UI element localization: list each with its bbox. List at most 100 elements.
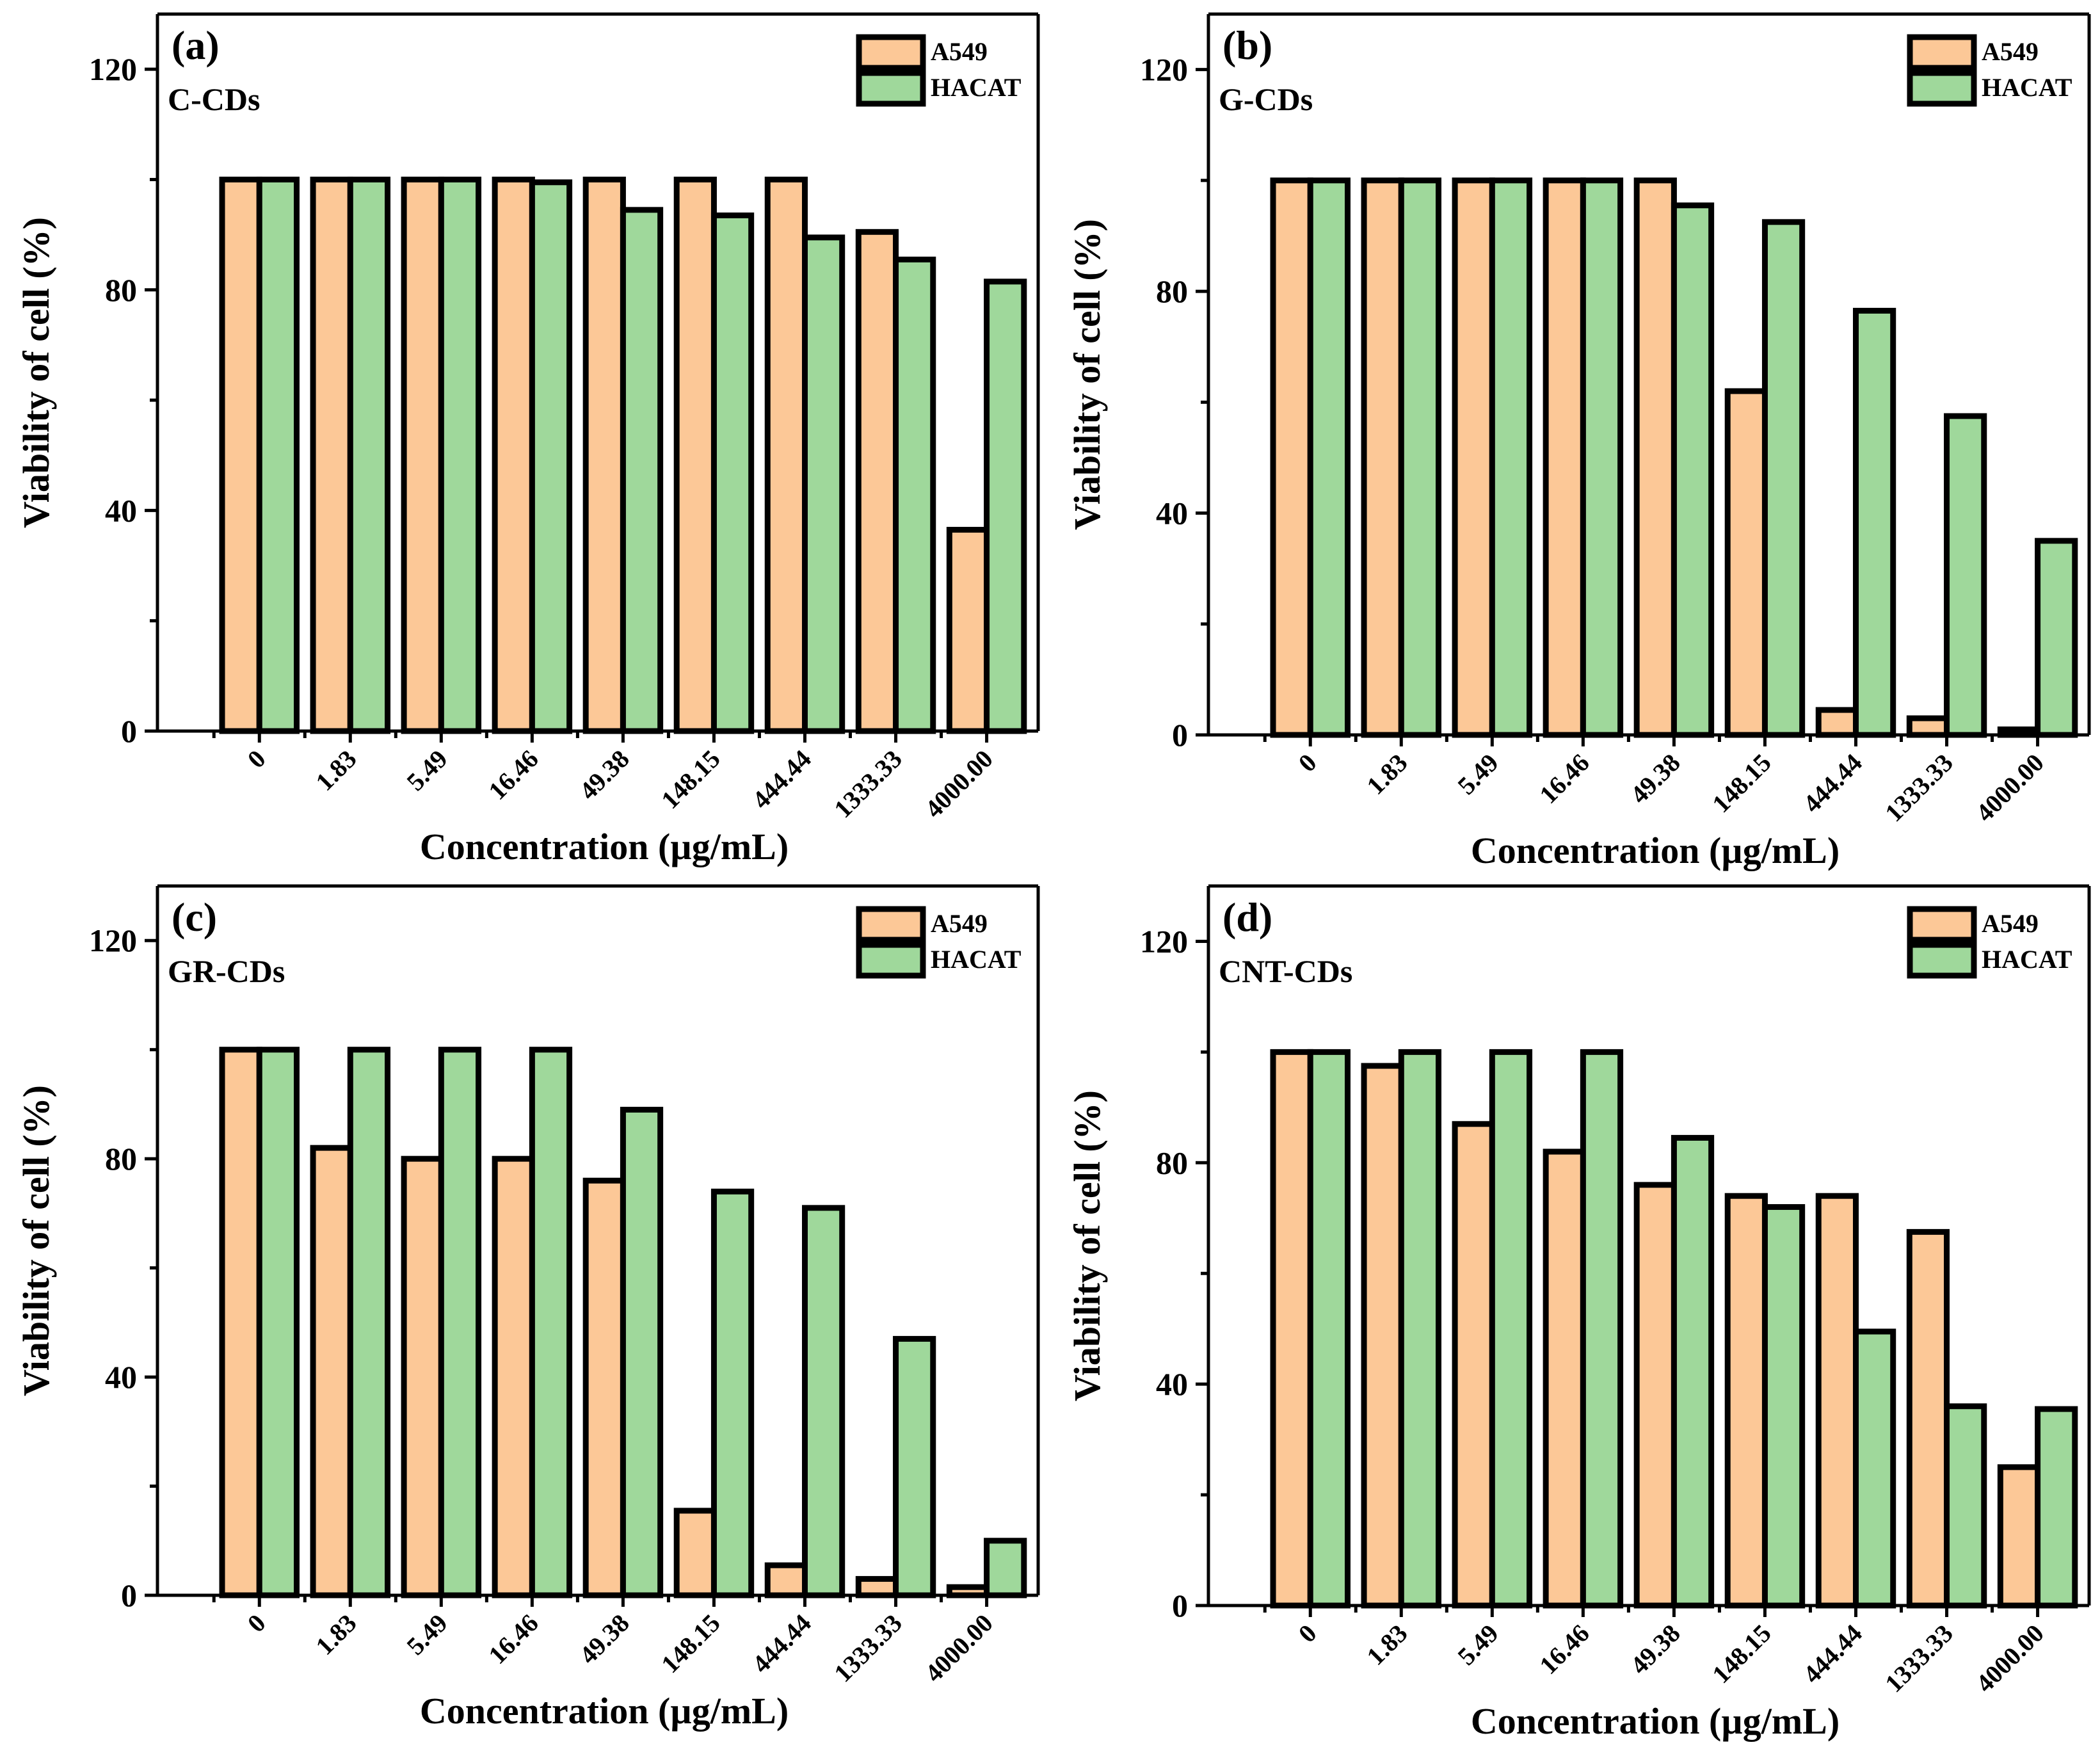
legend-label-a549: A549 bbox=[1982, 37, 2039, 66]
bar-a549-1 bbox=[310, 1145, 353, 1598]
chart-panel-1: 0 40 80 120 0 1.83 5.49 16.46 49.38 148.15 444.44 1… bbox=[15, 12, 1040, 867]
x-tick-label: 5.49 bbox=[401, 745, 453, 796]
y-tick-label: 40 bbox=[105, 492, 137, 528]
legend-label-hacat: HACAT bbox=[1982, 73, 2072, 102]
bar-a549-0 bbox=[1270, 1049, 1313, 1609]
bar-hacat-6 bbox=[801, 234, 846, 734]
x-tick-label: 1.83 bbox=[310, 1609, 362, 1661]
bar-hacat-1 bbox=[347, 1047, 391, 1598]
sample-name: GR-CDs bbox=[168, 953, 285, 989]
bar-hacat-7 bbox=[1944, 413, 1987, 738]
bar-hacat-2 bbox=[1489, 177, 1533, 738]
x-tick-label: 5.49 bbox=[1452, 748, 1503, 800]
y-tick-label: 120 bbox=[89, 922, 137, 958]
x-tick-label: 16.46 bbox=[1534, 748, 1594, 809]
legend-swatch-a549 bbox=[1907, 906, 1977, 943]
bar-a549-7 bbox=[855, 229, 899, 734]
bar-hacat-7 bbox=[893, 1335, 936, 1598]
y-axis-title: Viability of cell (%) bbox=[1066, 1090, 1108, 1401]
bar-a549-6 bbox=[1815, 707, 1859, 738]
chart-panel-3: 0 40 80 120 0 1.83 5.49 16.46 49.38 148.15 444.44 1… bbox=[15, 884, 1040, 1732]
y-tick-label: 120 bbox=[1140, 52, 1188, 88]
panel-label: (c) bbox=[172, 894, 217, 940]
x-tick-label: 444.44 bbox=[746, 745, 817, 815]
bar-hacat-8 bbox=[984, 278, 1027, 734]
legend-swatch-a549 bbox=[856, 906, 926, 943]
panel-label: (b) bbox=[1222, 22, 1272, 68]
x-tick-label: 49.38 bbox=[1624, 1619, 1685, 1680]
bar-hacat-2 bbox=[438, 1047, 482, 1598]
x-tick-label: 444.44 bbox=[746, 1609, 817, 1679]
bar-hacat-5 bbox=[1761, 219, 1806, 738]
bar-a549-5 bbox=[673, 1508, 717, 1598]
chart-panel-4: 0 40 80 120 0 1.83 5.49 16.46 49.38 148.15 444.44 1… bbox=[1066, 884, 2091, 1742]
x-tick-label: 1.83 bbox=[1361, 748, 1413, 800]
x-tick-label: 444.44 bbox=[1797, 1619, 1868, 1689]
x-axis-title: Concentration (µg/mL) bbox=[1471, 1700, 1840, 1742]
legend-swatch-a549 bbox=[1907, 34, 1977, 71]
y-tick-label: 40 bbox=[1156, 495, 1188, 531]
bar-a549-0 bbox=[219, 1047, 262, 1598]
x-tick-label: 16.46 bbox=[483, 745, 543, 805]
bar-a549-3 bbox=[492, 176, 535, 734]
bar-a549-3 bbox=[1543, 1148, 1586, 1609]
x-tick-label: 1.83 bbox=[1361, 1619, 1413, 1671]
bar-hacat-4 bbox=[620, 1106, 664, 1598]
bar-hacat-5 bbox=[1761, 1204, 1806, 1609]
y-tick-label: 0 bbox=[121, 1577, 137, 1613]
bar-a549-3 bbox=[492, 1155, 535, 1598]
legend-swatch-hacat bbox=[1907, 70, 1977, 107]
bar-a549-4 bbox=[582, 176, 626, 734]
x-tick-label: 5.49 bbox=[401, 1609, 453, 1661]
y-tick-label: 0 bbox=[1172, 717, 1188, 753]
bar-a549-7 bbox=[1906, 1228, 1950, 1609]
bar-hacat-6 bbox=[1852, 1328, 1896, 1609]
y-tick-label: 40 bbox=[105, 1359, 137, 1395]
bar-a549-7 bbox=[1906, 715, 1950, 738]
bar-a549-4 bbox=[582, 1177, 626, 1598]
bar-a549-2 bbox=[1452, 1121, 1495, 1609]
bar-hacat-4 bbox=[620, 207, 664, 734]
bar-hacat-3 bbox=[529, 1047, 573, 1598]
bar-hacat-6 bbox=[801, 1205, 846, 1598]
legend-swatch-hacat bbox=[856, 942, 926, 979]
bar-hacat-3 bbox=[1580, 177, 1624, 738]
bar-a549-3 bbox=[1543, 177, 1586, 738]
sample-name: G-CDs bbox=[1219, 81, 1313, 117]
x-tick-label: 4000.00 bbox=[1970, 748, 2049, 828]
bar-hacat-1 bbox=[347, 176, 391, 734]
x-tick-label: 148.15 bbox=[655, 1609, 726, 1679]
x-tick-label: 444.44 bbox=[1797, 748, 1868, 819]
x-tick-label: 1333.33 bbox=[828, 745, 908, 824]
bar-hacat-0 bbox=[1307, 177, 1351, 738]
y-axis-title: Viability of cell (%) bbox=[15, 1085, 57, 1396]
x-axis-title: Concentration (µg/mL) bbox=[420, 826, 789, 867]
bar-a549-6 bbox=[764, 1562, 808, 1598]
legend-swatch-hacat bbox=[1907, 942, 1977, 979]
bar-a549-2 bbox=[401, 1155, 444, 1598]
bar-a549-7 bbox=[855, 1575, 899, 1598]
legend-swatch-a549 bbox=[856, 34, 926, 71]
y-axis-title: Viability of cell (%) bbox=[1066, 219, 1108, 530]
x-axis-title: Concentration (µg/mL) bbox=[420, 1690, 789, 1732]
bar-a549-0 bbox=[1270, 177, 1313, 738]
x-tick-label: 148.15 bbox=[1706, 1619, 1777, 1689]
y-tick-label: 80 bbox=[105, 272, 137, 308]
x-tick-label: 0 bbox=[1293, 748, 1322, 778]
legend-label-hacat: HACAT bbox=[931, 945, 1022, 974]
bar-a549-5 bbox=[1724, 388, 1768, 738]
x-tick-label: 4000.00 bbox=[919, 1609, 998, 1688]
bar-a549-5 bbox=[1724, 1193, 1768, 1609]
bar-hacat-5 bbox=[710, 1188, 755, 1598]
panel-label: (a) bbox=[172, 22, 220, 68]
x-tick-label: 1333.33 bbox=[1879, 748, 1959, 828]
bar-hacat-4 bbox=[1671, 1134, 1715, 1609]
y-tick-label: 40 bbox=[1156, 1366, 1188, 1402]
bar-hacat-1 bbox=[1398, 1049, 1442, 1609]
x-tick-label: 1333.33 bbox=[1879, 1619, 1959, 1698]
bar-a549-8 bbox=[946, 527, 990, 734]
bar-a549-2 bbox=[401, 176, 444, 734]
panel-label: (d) bbox=[1222, 894, 1272, 940]
x-tick-label: 148.15 bbox=[1706, 748, 1777, 819]
